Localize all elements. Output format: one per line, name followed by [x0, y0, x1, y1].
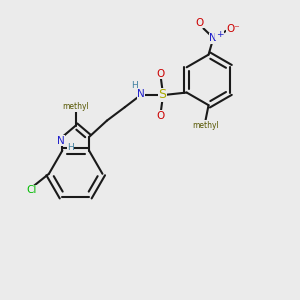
Text: N: N — [57, 136, 65, 146]
Text: +: + — [216, 30, 223, 39]
Text: methyl: methyl — [62, 102, 89, 111]
Text: H: H — [67, 143, 74, 152]
Text: O: O — [196, 17, 204, 28]
Text: O⁻: O⁻ — [226, 24, 240, 34]
Text: methyl: methyl — [192, 121, 219, 130]
Text: H: H — [131, 81, 138, 90]
Text: N: N — [209, 33, 217, 43]
Text: N: N — [137, 89, 145, 99]
Text: O: O — [157, 69, 165, 79]
Text: O: O — [157, 111, 165, 121]
Text: Cl: Cl — [26, 185, 36, 195]
Text: S: S — [158, 88, 166, 101]
